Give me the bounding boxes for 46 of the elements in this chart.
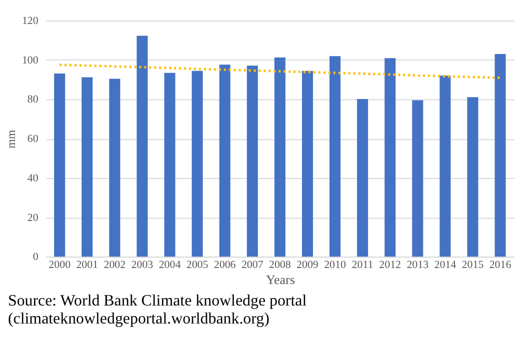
x-tick-label: 2016 bbox=[489, 259, 512, 272]
bar bbox=[329, 56, 341, 257]
bar bbox=[467, 97, 478, 257]
bar bbox=[109, 78, 120, 257]
bar bbox=[219, 64, 230, 257]
x-tick-label: 2001 bbox=[76, 259, 98, 272]
x-tick-label: 2014 bbox=[434, 259, 457, 272]
bar bbox=[494, 54, 506, 257]
bar bbox=[246, 66, 258, 257]
y-tick-label: 80 bbox=[27, 94, 39, 106]
x-tick-label: 2007 bbox=[241, 259, 264, 272]
y-tick-label: 120 bbox=[22, 15, 39, 28]
x-tick-label: 2005 bbox=[186, 259, 209, 272]
x-tick-label: 2000 bbox=[48, 259, 72, 272]
x-tick-label: 2012 bbox=[379, 259, 402, 272]
bar bbox=[440, 76, 451, 257]
line-series bbox=[58, 64, 502, 80]
y-tick-label: 20 bbox=[27, 212, 39, 224]
bar bbox=[302, 70, 313, 257]
y-tick-label: 60 bbox=[27, 133, 39, 146]
x-tick-label: 2010 bbox=[324, 259, 346, 272]
x-tick-label: 2003 bbox=[131, 259, 154, 272]
x-tick-label: 2006 bbox=[214, 259, 236, 272]
x-tick-label: 2013 bbox=[406, 259, 430, 272]
x-tick-label: 2009 bbox=[296, 259, 319, 272]
x-tick-label: 2002 bbox=[104, 259, 126, 272]
bar bbox=[54, 73, 66, 257]
x-tick-label: 2015 bbox=[462, 259, 484, 272]
x-tick-label: 2004 bbox=[158, 259, 182, 272]
y-tick-label: 40 bbox=[27, 172, 39, 184]
bar bbox=[164, 72, 176, 257]
bar bbox=[384, 58, 396, 257]
bar bbox=[357, 99, 368, 257]
bar bbox=[82, 77, 93, 257]
bar bbox=[136, 36, 148, 257]
x-tick-label: 2011 bbox=[352, 259, 374, 272]
bar bbox=[192, 70, 203, 257]
y-axis-title: mm bbox=[4, 129, 18, 148]
text: (climateknowledgeportal.worldbank.org) bbox=[8, 310, 270, 328]
bar bbox=[412, 100, 424, 257]
x-axis-title: Years bbox=[266, 272, 295, 288]
source-note: Source: World Bank Climate knowledge portal bbox=[8, 292, 308, 310]
y-tick-label: 0 bbox=[32, 251, 39, 264]
y-tick-label: 100 bbox=[22, 54, 39, 66]
bar bbox=[274, 58, 286, 257]
x-tick-label: 2008 bbox=[268, 259, 292, 272]
